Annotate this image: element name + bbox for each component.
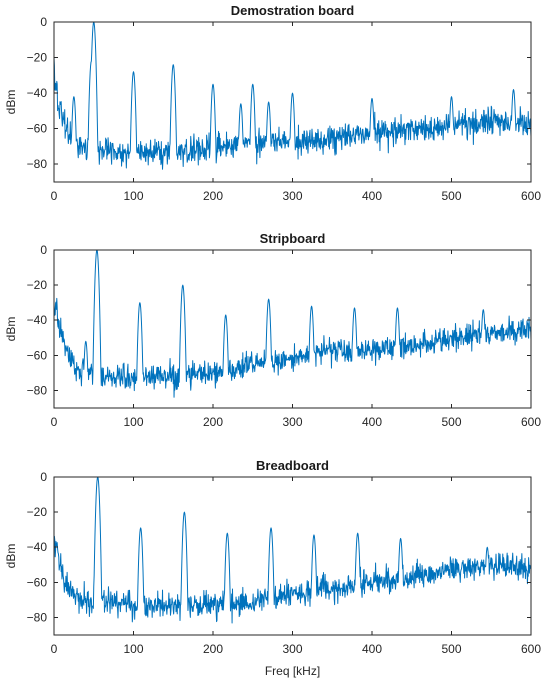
y-tick-label: −80 [27, 383, 48, 397]
x-tick-label: 600 [521, 642, 541, 656]
demonstration-board-panel: Demostration board dBm 0 100 200 300 400 500 600… [4, 3, 541, 203]
plot-frame [53, 476, 532, 636]
y-tick-label: −60 [27, 348, 48, 362]
y-tick-label: 0 [40, 243, 47, 257]
y-tick-label: −20 [27, 51, 48, 65]
y-tick-label: −40 [27, 540, 48, 554]
y-tick-label: −80 [27, 610, 48, 624]
x-tick-label: 500 [441, 415, 461, 429]
y-tick-label: −20 [27, 505, 48, 519]
x-tick-label: 400 [362, 415, 382, 429]
spectrum-line [53, 476, 532, 624]
y-tick-label: −40 [27, 86, 48, 100]
y-tick-label: −40 [27, 313, 48, 327]
x-tick-label: 200 [203, 189, 223, 203]
breadboard-panel: Breadboard dBm Freq [kHz] 0 100 200 300 400 500 6… [4, 458, 541, 678]
x-tick-label: 200 [203, 415, 223, 429]
y-tick-label: −60 [27, 575, 48, 589]
chart-title: Breadboard [256, 458, 329, 473]
y-tick-label: 0 [40, 15, 47, 29]
y-tick-label: −20 [27, 278, 48, 292]
x-tick-label: 600 [521, 415, 541, 429]
y-tick-label: 0 [40, 470, 47, 484]
y-tick-label: −60 [27, 122, 48, 136]
x-tick-label: 100 [123, 189, 143, 203]
y-tick-label: −80 [27, 157, 48, 171]
x-tick-label: 100 [123, 642, 143, 656]
spectrum-line [53, 21, 532, 170]
x-tick-label: 300 [282, 415, 302, 429]
chart-title: Demostration board [231, 3, 355, 18]
x-tick-label: 400 [362, 189, 382, 203]
chart-title: Stripboard [260, 231, 326, 246]
stripboard-panel: Stripboard dBm 0 100 200 300 400 500 600 0 −20 −40 −… [4, 231, 541, 429]
x-tick-label: 200 [203, 642, 223, 656]
y-axis-label: dBm [4, 90, 18, 115]
x-tick-label: 400 [362, 642, 382, 656]
x-tick-label: 0 [51, 642, 58, 656]
x-tick-label: 0 [51, 415, 58, 429]
spectrum-line [53, 249, 532, 398]
x-tick-label: 300 [282, 189, 302, 203]
x-axis-label: Freq [kHz] [265, 664, 320, 678]
x-tick-label: 500 [441, 642, 461, 656]
y-axis-label: dBm [4, 544, 18, 569]
x-tick-label: 500 [441, 189, 461, 203]
x-tick-label: 300 [282, 642, 302, 656]
x-tick-label: 600 [521, 189, 541, 203]
x-tick-label: 0 [51, 189, 58, 203]
x-tick-label: 100 [123, 415, 143, 429]
y-axis-label: dBm [4, 317, 18, 342]
